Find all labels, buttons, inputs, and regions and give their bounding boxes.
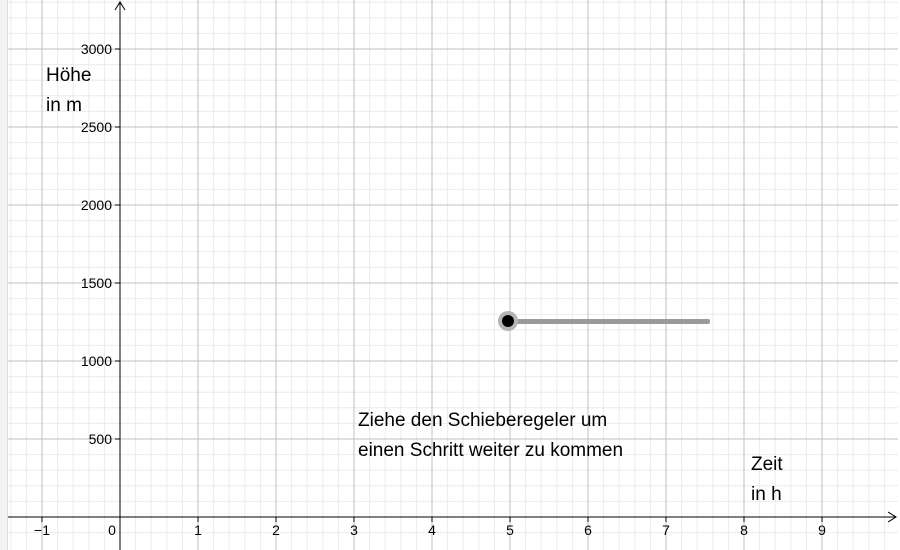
y-axis-label-line-1: Höhe [46,65,92,86]
x-axis-label-line-1: Zeit [751,454,783,475]
x-tick-label: 5 [506,522,514,538]
y-tick-label: 1000 [81,353,112,369]
x-tick-label: 0 [108,522,116,538]
y-tick-label: 500 [89,431,113,447]
y-axis-label-line-2: in m [46,95,82,116]
slider-handle[interactable] [498,311,518,331]
y-tick-label: 2500 [81,119,112,135]
x-axis-label-line-2: in h [751,484,782,505]
step-slider[interactable] [498,310,720,334]
y-axis-label: Höhe in m [46,61,91,121]
instruction-text: Ziehe den Schieberegeler um einen Schrit… [358,406,623,466]
y-axis-arrow [114,1,126,11]
y-tick-label: 2000 [81,197,112,213]
x-tick-label: 1 [194,522,202,538]
x-tick-label: 9 [818,522,826,538]
instruction-line-2: einen Schritt weiter zu kommen [358,440,624,461]
x-tick-label: 4 [428,522,436,538]
y-tick-label: 3000 [81,41,112,57]
panel-edge [0,0,8,550]
y-tick-label: 1500 [81,275,112,291]
x-tick-label: 8 [740,522,748,538]
instruction-line-1: Ziehe den Schieberegeler um [358,410,608,431]
x-tick-label: 3 [350,522,358,538]
x-tick-label: 7 [662,522,670,538]
x-axis-label: Zeit in h [751,450,783,510]
x-tick-label: −1 [34,522,50,538]
slider-track[interactable] [508,319,710,324]
x-tick-label: 2 [272,522,280,538]
x-tick-label: 6 [584,522,592,538]
x-axis-arrow [887,511,897,523]
